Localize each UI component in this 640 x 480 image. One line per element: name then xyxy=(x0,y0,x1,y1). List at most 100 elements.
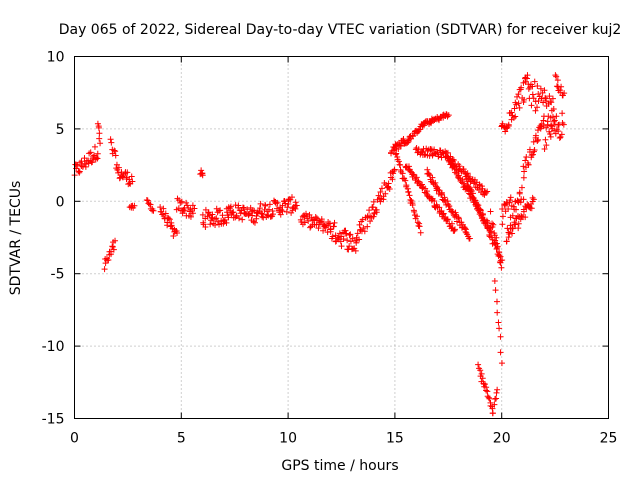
data-point xyxy=(107,136,114,143)
data-point xyxy=(405,163,412,170)
data-point xyxy=(344,237,351,244)
data-point xyxy=(253,212,260,219)
data-point xyxy=(444,113,451,120)
data-point xyxy=(162,210,169,217)
data-point xyxy=(491,232,498,239)
data-point xyxy=(315,225,322,232)
data-point xyxy=(502,201,509,208)
data-point xyxy=(541,146,548,153)
data-point xyxy=(227,203,234,210)
data-point xyxy=(510,114,517,121)
x-tick-label: 5 xyxy=(177,431,186,447)
data-point xyxy=(534,104,541,111)
data-point xyxy=(529,91,536,98)
data-point xyxy=(256,205,263,212)
chart-title: Day 065 of 2022, Sidereal Day-to-day VTE… xyxy=(59,22,622,38)
data-point xyxy=(493,389,500,396)
data-point xyxy=(320,227,327,234)
data-point xyxy=(385,180,392,187)
data-point xyxy=(89,158,96,165)
data-point xyxy=(521,168,528,175)
data-point xyxy=(329,233,336,240)
y-tick-label: -10 xyxy=(42,339,65,355)
data-point xyxy=(240,204,247,211)
data-point xyxy=(377,198,384,205)
data-point xyxy=(484,224,491,231)
data-point xyxy=(499,120,506,127)
data-point xyxy=(505,234,512,241)
data-point xyxy=(76,168,83,175)
data-point xyxy=(511,105,518,112)
data-point xyxy=(265,206,272,213)
data-point xyxy=(553,73,560,80)
data-point xyxy=(544,121,551,128)
data-point xyxy=(278,206,285,213)
data-point xyxy=(160,205,167,212)
data-point xyxy=(395,158,402,165)
data-point xyxy=(289,207,296,214)
data-point xyxy=(458,179,465,186)
data-point xyxy=(244,206,251,213)
data-point xyxy=(493,234,500,241)
data-point xyxy=(491,401,498,408)
data-point xyxy=(266,201,273,208)
data-point xyxy=(124,169,131,176)
data-point xyxy=(532,107,539,114)
data-point xyxy=(258,210,265,217)
data-point xyxy=(425,171,432,178)
data-point xyxy=(499,221,506,228)
data-point xyxy=(464,170,471,177)
x-tick-label: 10 xyxy=(279,431,297,447)
data-point xyxy=(327,228,334,235)
data-point xyxy=(435,186,442,193)
data-point xyxy=(492,287,499,294)
data-point xyxy=(168,222,175,229)
data-point xyxy=(178,198,185,205)
data-point xyxy=(292,205,299,212)
data-point xyxy=(94,150,101,157)
data-point xyxy=(170,233,177,240)
data-point xyxy=(548,123,555,130)
data-point xyxy=(181,207,188,214)
data-point xyxy=(292,199,299,206)
data-point xyxy=(356,221,363,228)
data-point xyxy=(550,118,557,125)
data-point xyxy=(451,227,458,234)
data-point xyxy=(495,319,502,326)
data-point xyxy=(76,169,83,176)
data-point xyxy=(505,205,512,212)
data-point xyxy=(520,196,527,203)
data-point xyxy=(540,99,547,106)
data-point xyxy=(523,75,530,82)
data-point xyxy=(467,186,474,193)
data-point xyxy=(119,173,126,180)
data-point xyxy=(480,380,487,387)
data-point xyxy=(555,128,562,135)
data-point xyxy=(224,209,231,216)
data-point xyxy=(165,215,172,222)
data-point xyxy=(217,207,224,214)
data-point xyxy=(205,209,212,216)
data-point xyxy=(512,221,519,228)
data-point xyxy=(553,113,560,120)
data-point xyxy=(483,387,490,394)
data-point xyxy=(412,175,419,182)
data-point xyxy=(108,139,115,146)
data-point xyxy=(472,197,479,204)
data-markers xyxy=(71,72,568,417)
data-point xyxy=(128,173,135,180)
data-point xyxy=(259,211,266,218)
data-point xyxy=(177,199,184,206)
data-point xyxy=(131,202,138,209)
data-point xyxy=(386,185,393,192)
data-point xyxy=(338,243,345,250)
data-point xyxy=(102,260,109,267)
plot-frame xyxy=(74,56,609,419)
data-point xyxy=(462,226,469,233)
data-point xyxy=(293,202,300,209)
data-point xyxy=(543,124,550,131)
data-point xyxy=(496,325,503,332)
data-point xyxy=(288,194,295,201)
data-point xyxy=(478,183,485,190)
data-point xyxy=(459,176,466,183)
